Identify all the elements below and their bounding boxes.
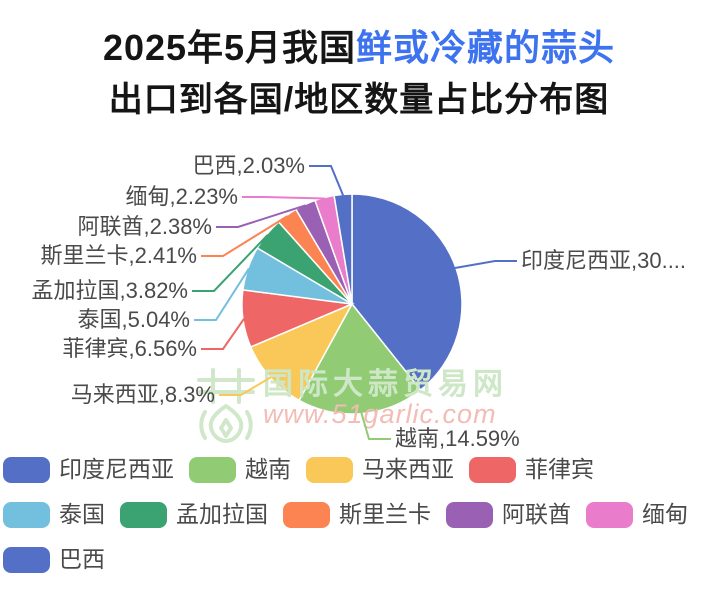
legend-label-uae: 阿联酋 [502,501,571,527]
legend-swatch-thailand [3,501,50,528]
legend-item-vietnam[interactable]: 越南 [189,456,291,483]
legend-label-philippines: 菲律宾 [525,456,594,482]
legend-label-indonesia: 印度尼西亚 [59,456,174,482]
legend-label-srilanka: 斯里兰卡 [339,501,431,527]
legend-row-2: 泰国 孟加拉国 斯里兰卡 阿联酋 缅甸 [3,501,715,528]
legend-swatch-vietnam [189,456,236,483]
legend-swatch-malaysia [306,456,353,483]
legend-item-myanmar[interactable]: 缅甸 [586,501,688,528]
legend-item-malaysia[interactable]: 马来西亚 [306,456,454,483]
title-line1-prefix: 2025年5月我国 [102,27,357,68]
title-line-2: 出口到各国/地区数量占比分布图 [108,81,610,119]
pie-label-philippines: 菲律宾,6.56% [62,336,198,361]
pie-label-uae: 阿联酋,2.38% [77,214,213,239]
pie-label-malaysia: 马来西亚,8.3% [70,382,215,407]
label-line-philippines [201,318,245,350]
legend-item-srilanka[interactable]: 斯里兰卡 [283,501,431,528]
label-line-vietnam [360,412,391,440]
legend-swatch-brazil [3,546,50,573]
legend-item-indonesia[interactable]: 印度尼西亚 [3,456,174,483]
label-line-malaysia [219,376,272,396]
pie-label-brazil: 巴西,2.03% [192,153,306,178]
chart-title: 2025年5月我国鲜或冷藏的蒜头 出口到各国/地区数量占比分布图 [0,26,718,121]
legend-label-vietnam: 越南 [245,456,291,482]
legend-swatch-uae [446,501,493,528]
legend-item-brazil[interactable]: 巴西 [3,546,105,573]
legend-row-3: 巴西 [3,546,715,573]
pie-label-myanmar: 缅甸,2.23% [125,184,239,209]
legend: 印度尼西亚 越南 马来西亚 菲律宾 泰国 孟加拉国 斯里兰卡 阿联酋 缅甸 巴西 [3,456,715,591]
label-line-thailand [194,268,250,321]
pie-label-indonesia: 印度尼西亚,30.... [521,248,687,273]
pie-label-bangladesh: 孟加拉国,3.82% [31,278,189,303]
legend-label-bangladesh: 孟加拉国 [176,501,268,527]
legend-item-philippines[interactable]: 菲律宾 [469,456,594,483]
legend-item-thailand[interactable]: 泰国 [3,501,105,528]
legend-swatch-srilanka [283,501,330,528]
legend-row-1: 印度尼西亚 越南 马来西亚 菲律宾 [3,456,715,483]
title-line-1: 2025年5月我国鲜或冷藏的蒜头 [0,26,718,70]
legend-swatch-indonesia [3,456,50,483]
pie-label-vietnam: 越南,14.59% [395,426,520,451]
title-line1-highlight: 鲜或冷藏的蒜头 [356,27,616,68]
legend-item-uae[interactable]: 阿联酋 [446,501,571,528]
label-line-indonesia [454,260,517,269]
legend-label-malaysia: 马来西亚 [362,456,454,482]
label-line-brazil [309,165,345,196]
legend-label-myanmar: 缅甸 [642,501,688,527]
legend-swatch-myanmar [586,501,633,528]
pie-label-thailand: 泰国,5.04% [77,307,191,332]
label-line-myanmar [242,196,325,200]
legend-label-brazil: 巴西 [59,546,105,572]
pie-label-srilanka: 斯里兰卡,2.41% [40,243,198,268]
legend-item-bangladesh[interactable]: 孟加拉国 [120,501,268,528]
legend-swatch-bangladesh [120,501,167,528]
legend-label-thailand: 泰国 [59,501,105,527]
legend-swatch-philippines [469,456,516,483]
